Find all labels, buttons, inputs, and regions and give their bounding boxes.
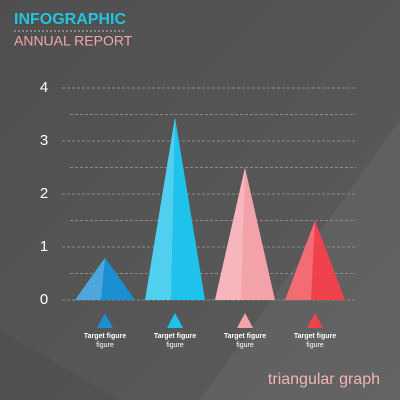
triangle-bar	[215, 167, 275, 300]
y-tick-label: 0	[40, 291, 48, 308]
bar-highlight	[215, 167, 245, 300]
legend-label: Target figure	[84, 333, 126, 340]
legend-label: Target figure	[294, 333, 336, 340]
chart-caption: triangular graph	[268, 371, 380, 388]
legend-label: Target figure	[224, 333, 266, 340]
triangle-bar	[145, 117, 205, 301]
legend-icon	[237, 313, 253, 328]
triangle-bar	[75, 257, 135, 300]
bar-highlight	[285, 220, 315, 300]
background-shade	[200, 120, 400, 400]
legend-sublabel: figure	[236, 342, 254, 349]
triangle-bar	[285, 220, 345, 300]
legend-sublabel: figure	[96, 342, 114, 349]
y-tick-label: 4	[40, 79, 48, 96]
y-tick-label: 3	[40, 132, 48, 149]
legend-icon	[97, 313, 113, 328]
bar-highlight	[75, 257, 105, 300]
bar-highlight	[145, 117, 175, 301]
legend-icon	[307, 313, 323, 328]
background-shade	[0, 330, 120, 400]
y-tick-label: 1	[40, 238, 48, 255]
legend-icon	[167, 313, 183, 328]
chart-title: INFOGRAPHIC	[14, 11, 126, 28]
legend-sublabel: figure	[306, 342, 324, 349]
y-tick-label: 2	[40, 185, 48, 202]
legend-sublabel: figure	[166, 342, 184, 349]
chart-subtitle: ANNUAL REPORT	[14, 33, 133, 49]
legend-label: Target figure	[154, 333, 196, 340]
